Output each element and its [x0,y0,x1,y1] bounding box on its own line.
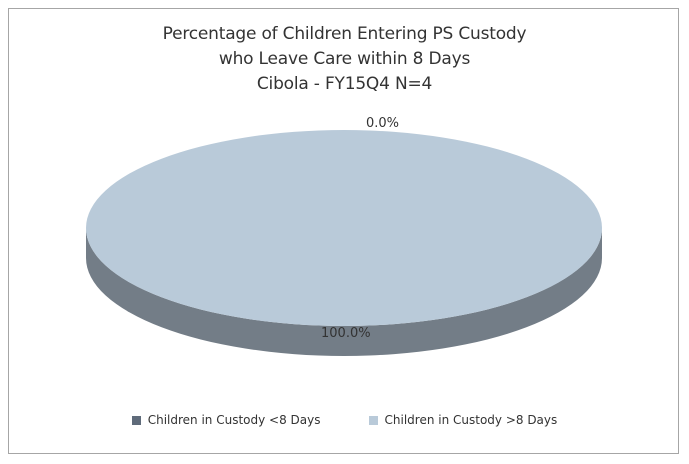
data-label-slice-1: 100.0% [321,326,371,341]
pie-group [86,130,602,356]
legend-item-over-8-days: Children in Custody >8 Days [368,413,558,427]
chart-title: Percentage of Children Entering PS Custo… [0,22,689,97]
legend-swatch-over-8-days [368,415,378,425]
legend-item-under-8-days: Children in Custody <8 Days [131,413,321,427]
pie-side-slice-1 [86,228,602,356]
legend-label-under-8-days: Children in Custody <8 Days [147,413,321,427]
legend: Children in Custody <8 Days Children in … [0,413,689,427]
legend-swatch-under-8-days [131,415,141,425]
chart-title-line-2: who Leave Care within 8 Days [218,49,471,69]
pie-slice-1 [86,130,602,326]
chart-title-line-3: Cibola - FY15Q4 N=4 [256,74,433,94]
legend-label-over-8-days: Children in Custody >8 Days [384,413,558,427]
chart-title-line-1: Percentage of Children Entering PS Custo… [162,24,527,44]
data-label-slice-0: 0.0% [366,116,400,131]
